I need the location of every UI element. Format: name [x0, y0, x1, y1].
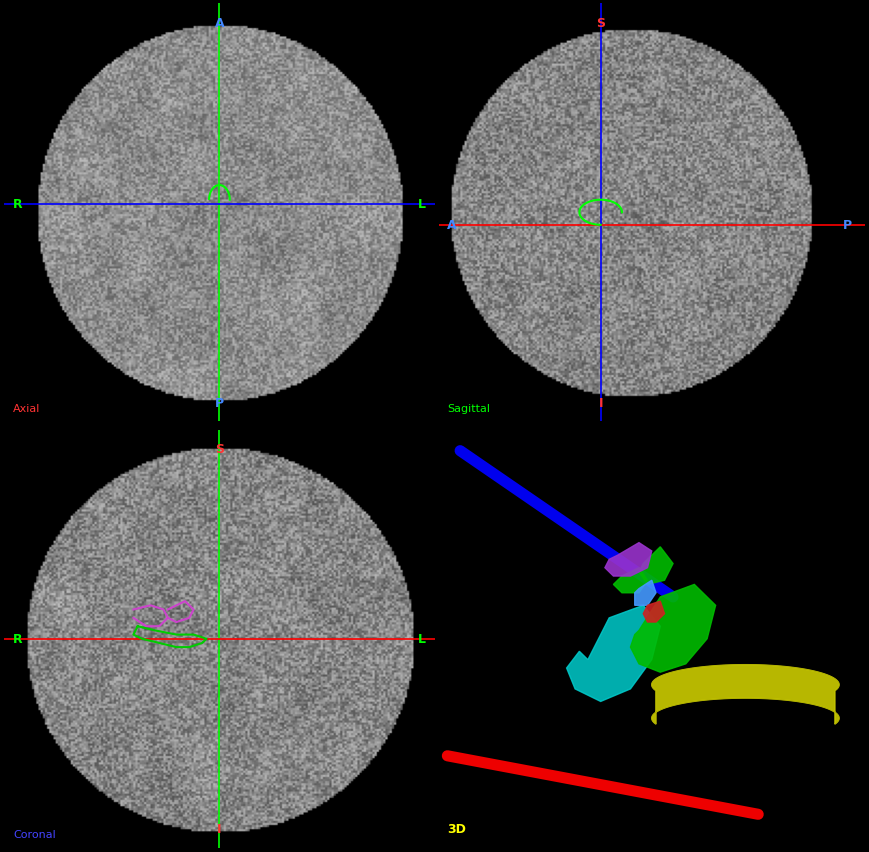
Text: R: R [13, 199, 23, 211]
Polygon shape [605, 543, 652, 576]
Polygon shape [639, 547, 673, 584]
Polygon shape [652, 665, 839, 724]
Polygon shape [634, 580, 656, 606]
Text: Coronal: Coronal [13, 829, 56, 839]
Text: P: P [843, 219, 852, 232]
Polygon shape [643, 602, 665, 622]
Text: A: A [448, 219, 457, 232]
Text: P: P [215, 396, 224, 409]
Text: I: I [599, 396, 603, 409]
Polygon shape [614, 568, 647, 593]
Text: A: A [215, 17, 224, 30]
Text: Sagittal: Sagittal [448, 403, 490, 413]
Text: L: L [418, 632, 426, 646]
Text: R: R [13, 632, 23, 646]
Text: Axial: Axial [13, 403, 40, 413]
Text: S: S [596, 17, 605, 30]
Text: 3D: 3D [448, 822, 467, 835]
Text: I: I [217, 822, 222, 835]
Polygon shape [631, 584, 716, 672]
Text: S: S [215, 443, 224, 456]
Polygon shape [567, 606, 660, 702]
Text: L: L [418, 199, 426, 211]
